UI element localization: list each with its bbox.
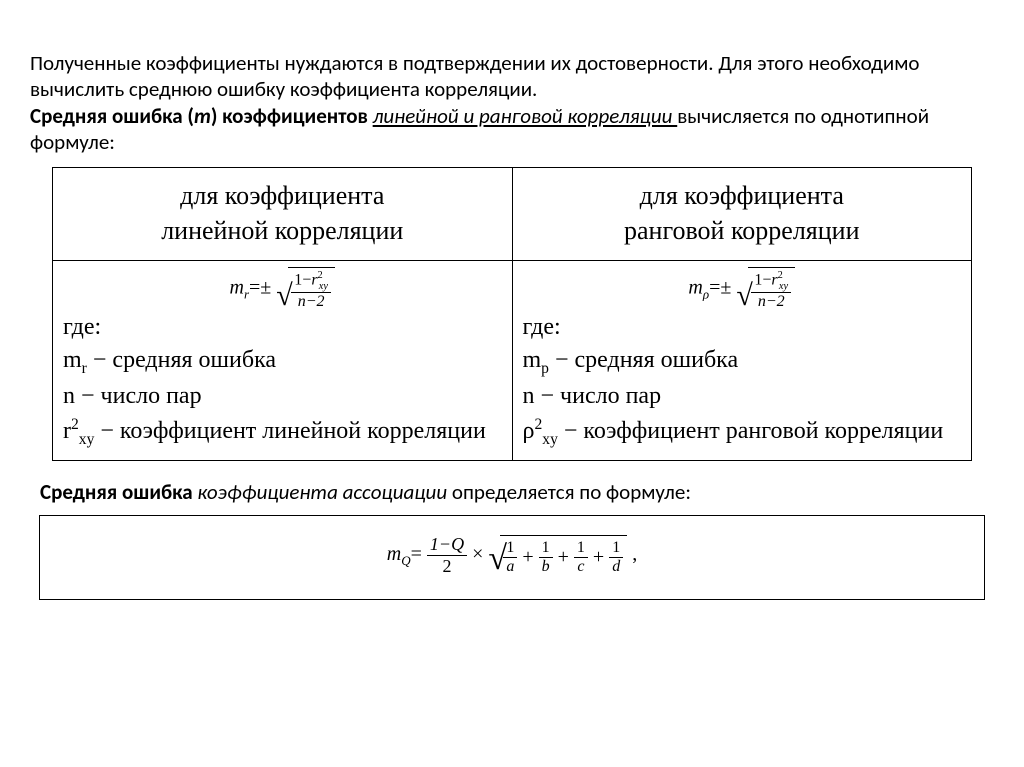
radical-icon: √ (736, 279, 752, 313)
f-right-eq: =± (709, 277, 731, 299)
plus3: + (593, 546, 604, 568)
header-right: для коэффициента ранговой корреляции (512, 168, 972, 261)
f2-times: × (472, 543, 483, 565)
hdr-left-l2: линейной корреляции (161, 216, 403, 245)
intro-underline: линейной и ранговой корреляции (373, 103, 678, 129)
formula-left: mr=± √ 1−r2xy n−2 (63, 267, 502, 311)
hdr-left-l1: для коэффициента (180, 181, 384, 210)
f-left-eq: =± (249, 277, 271, 299)
fr-num-sub: xy (779, 281, 788, 292)
f-num-sub: xy (319, 281, 328, 292)
sqrt-right: √ 1−r2xy n−2 (736, 267, 795, 311)
f-num-pre: 1− (294, 272, 311, 289)
f2-m: m (387, 543, 401, 565)
intro-bold-lead: Средняя ошибка ( (30, 103, 194, 129)
fb-n: 1 (539, 539, 553, 558)
right-n-txt: − число пар (535, 383, 662, 409)
f2-frac1: 1−Q 2 (427, 534, 467, 577)
intro-var-m: m (194, 103, 211, 129)
plus1: + (522, 546, 533, 568)
right-r-a: ρ (523, 418, 535, 444)
frac-left: 1−r2xy n−2 (291, 270, 331, 311)
where-left: где: (63, 314, 101, 340)
f2-fd: 1d (609, 539, 623, 576)
f2-fc: 1c (574, 539, 588, 576)
intro-bold-tail: ) коэффициентов (211, 103, 373, 129)
fr-num-sup: 2 (778, 270, 783, 281)
fc-d: c (574, 558, 588, 576)
f2-f1-den: 2 (427, 556, 467, 577)
association-formula-box: mQ= 1−Q 2 × √ 1a + 1b + 1c + 1d , (39, 515, 985, 600)
f-num-sup: 2 (318, 270, 323, 281)
fr-num-pre: 1− (754, 272, 771, 289)
fb-d: b (539, 558, 553, 576)
formula-left-cell: mr=± √ 1−r2xy n−2 где: mr − средняя ошиб (53, 261, 513, 461)
f-right-m: m (688, 277, 702, 299)
hdr-right-l1: для коэффициента (640, 181, 844, 210)
right-n: n (523, 383, 535, 409)
fd-d: d (609, 558, 623, 576)
intro-line1: Полученные коэффициенты нуждаются в подт… (30, 50, 920, 102)
fr-den: n−2 (751, 293, 791, 311)
f-den: n−2 (291, 293, 331, 311)
f2-f1-num: 1−Q (427, 534, 467, 556)
mid-paragraph: Средняя ошибка коэффициента ассоциации о… (40, 479, 994, 505)
fd-n: 1 (609, 539, 623, 558)
fc-n: 1 (574, 539, 588, 558)
left-n: n (63, 383, 75, 409)
sqrt-left: √ 1−r2xy n−2 (276, 267, 335, 311)
correlation-table: для коэффициента линейной корреляции для… (52, 167, 972, 461)
document-page: Полученные коэффициенты нуждаются в подт… (0, 0, 1024, 620)
mid-rest: определяется по формуле: (452, 479, 691, 505)
left-m-a: m (63, 347, 82, 373)
left-r-sup: 2 (71, 416, 79, 433)
formula-right: mρ=± √ 1−r2xy n−2 (523, 267, 962, 311)
desc-right: где: mp − средняя ошибка n − число пар ρ… (523, 311, 962, 450)
desc-left: где: mr − средняя ошибка n − число пар r… (63, 311, 502, 450)
right-m-b: p (541, 360, 549, 377)
left-r-txt: − коэффициент линейной корреляции (94, 418, 485, 444)
formula-right-cell: mρ=± √ 1−r2xy n−2 где: mp − средняя ошиб (512, 261, 972, 461)
right-m-txt: − средняя ошибка (549, 347, 738, 373)
right-r-sub: xy (542, 430, 558, 447)
table-header-row: для коэффициента линейной корреляции для… (53, 168, 972, 261)
plus2: + (558, 546, 569, 568)
left-r-sub: xy (79, 430, 95, 447)
formula-row: mr=± √ 1−r2xy n−2 где: mr − средняя ошиб (53, 261, 972, 461)
mid-bold: Средняя ошибка (40, 479, 197, 505)
f2-sqrt: √ 1a + 1b + 1c + 1d (488, 535, 627, 576)
radical-icon: √ (488, 540, 507, 578)
f2-q: Q (401, 553, 410, 568)
f2-tail: , (632, 543, 637, 565)
intro-paragraph: Полученные коэффициенты нуждаются в подт… (30, 50, 994, 155)
f-left-m: m (230, 277, 244, 299)
mid-ital: коэффициента ассоциации (197, 479, 451, 505)
left-m-txt: − средняя ошибка (87, 347, 276, 373)
left-n-txt: − число пар (75, 383, 202, 409)
f2-fb: 1b (539, 539, 553, 576)
hdr-right-l2: ранговой корреляции (624, 216, 860, 245)
right-m-a: m (523, 347, 542, 373)
radical-icon: √ (276, 279, 292, 313)
right-r-txt: − коэффициент ранговой корреляции (558, 418, 943, 444)
where-right: где: (523, 314, 561, 340)
frac-right: 1−r2xy n−2 (751, 270, 791, 311)
left-r-a: r (63, 418, 71, 444)
f2-eq: = (411, 543, 422, 565)
header-left: для коэффициента линейной корреляции (53, 168, 513, 261)
